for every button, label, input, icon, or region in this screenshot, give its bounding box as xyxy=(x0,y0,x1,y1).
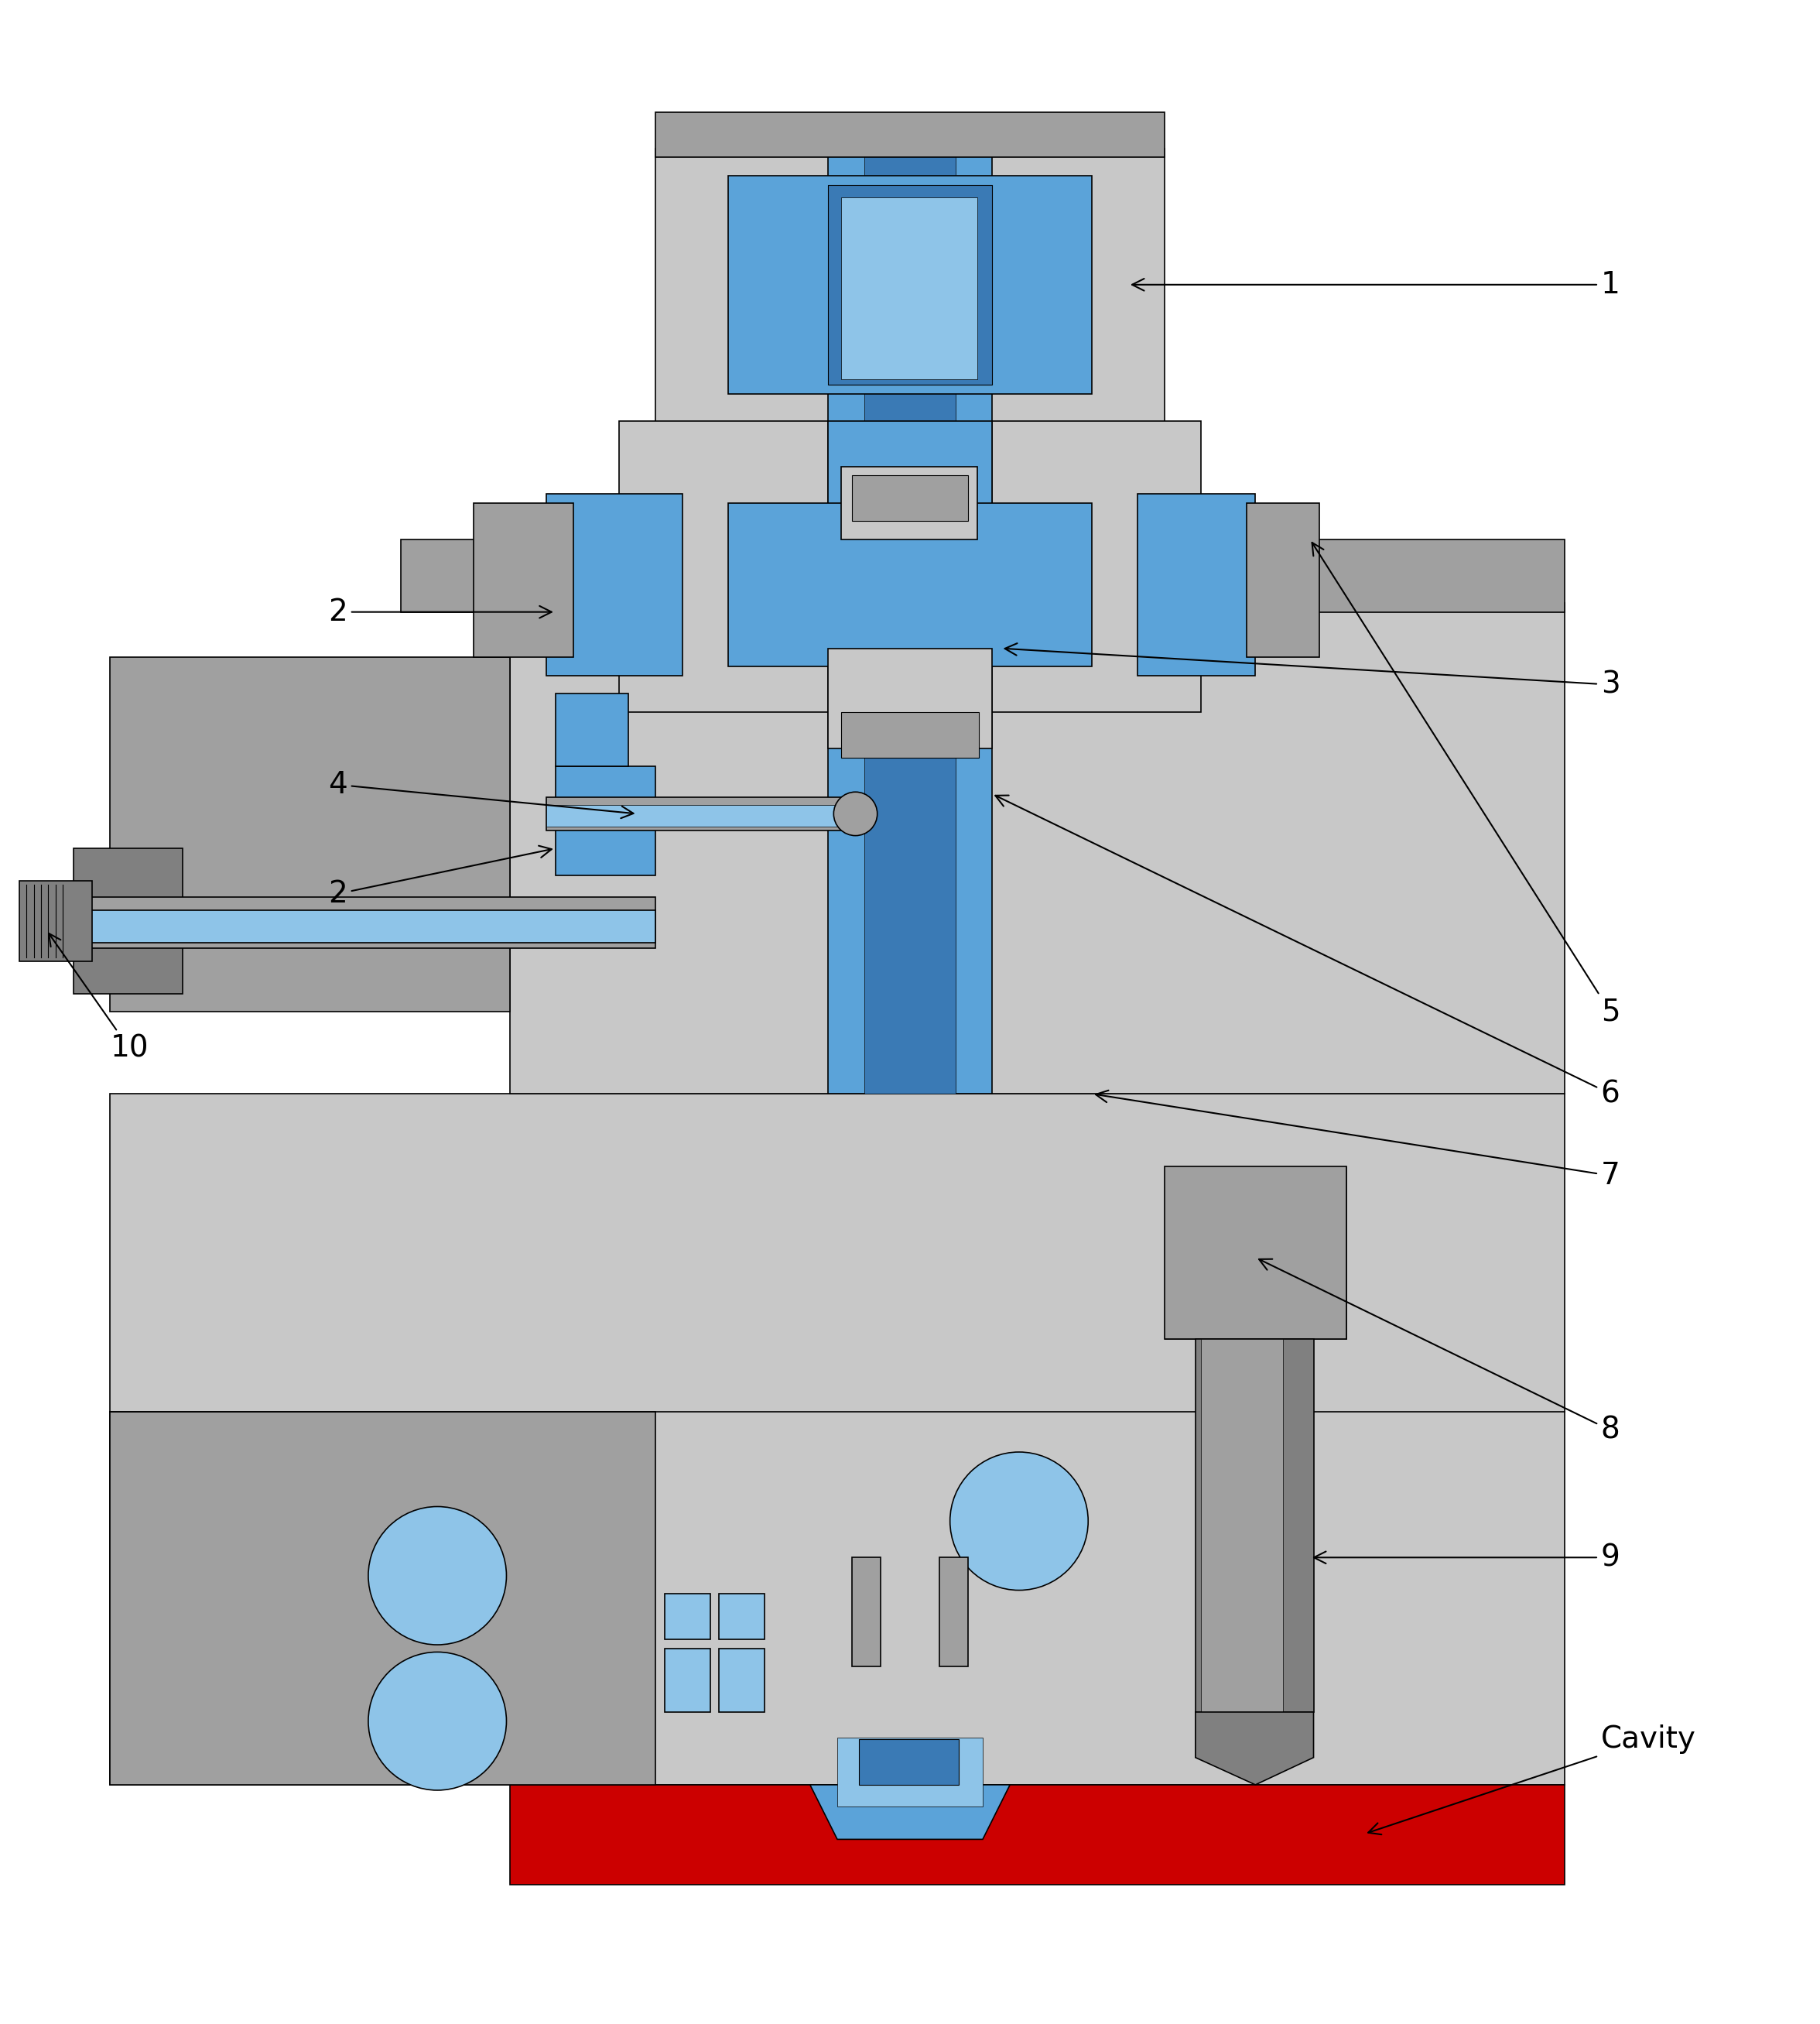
Circle shape xyxy=(834,791,877,836)
Bar xyxy=(852,1558,881,1666)
Bar xyxy=(75,897,655,949)
Bar xyxy=(728,502,1092,666)
Text: 8: 8 xyxy=(1259,1259,1620,1445)
Text: 5: 5 xyxy=(1312,542,1620,1026)
Text: 3: 3 xyxy=(1005,644,1620,700)
Bar xyxy=(400,538,1565,611)
Polygon shape xyxy=(1196,1712,1314,1785)
Bar xyxy=(841,198,977,378)
Bar xyxy=(828,421,992,538)
Text: 1: 1 xyxy=(1132,269,1620,300)
Bar xyxy=(1165,1166,1347,1340)
Bar xyxy=(75,911,655,943)
Text: Cavity: Cavity xyxy=(1369,1724,1696,1834)
Bar xyxy=(619,421,1201,712)
Bar xyxy=(1201,1340,1283,1712)
Bar xyxy=(473,502,573,658)
Text: 6: 6 xyxy=(996,795,1620,1109)
Bar xyxy=(1196,1340,1314,1712)
Bar xyxy=(546,494,682,676)
Bar xyxy=(546,797,855,830)
Text: 7: 7 xyxy=(1096,1091,1620,1190)
Text: 2: 2 xyxy=(328,846,551,909)
Bar xyxy=(1165,1166,1347,1340)
Text: 9: 9 xyxy=(1314,1542,1620,1573)
Bar xyxy=(841,466,977,538)
Bar xyxy=(510,603,1565,1093)
Bar xyxy=(75,848,182,994)
Bar xyxy=(828,648,992,749)
Bar xyxy=(865,148,956,1093)
Polygon shape xyxy=(810,1785,1010,1840)
Bar xyxy=(555,767,655,876)
Bar xyxy=(837,1737,983,1807)
Bar xyxy=(555,694,628,767)
Bar xyxy=(939,1558,968,1666)
Bar xyxy=(664,1593,710,1639)
Bar xyxy=(728,176,1092,395)
Bar xyxy=(719,1648,764,1712)
Bar xyxy=(111,1093,1565,1785)
Bar xyxy=(1247,502,1320,658)
Circle shape xyxy=(950,1451,1088,1591)
Text: 4: 4 xyxy=(328,769,633,818)
Bar xyxy=(111,658,510,1012)
Bar xyxy=(546,806,855,826)
Bar xyxy=(655,148,1165,431)
Bar xyxy=(852,476,968,520)
Circle shape xyxy=(368,1506,506,1646)
Bar xyxy=(111,1413,655,1785)
Text: 2: 2 xyxy=(328,597,551,627)
Bar xyxy=(828,184,992,385)
Bar xyxy=(859,1739,959,1785)
Bar xyxy=(20,880,93,961)
Bar xyxy=(841,712,979,757)
Circle shape xyxy=(368,1652,506,1789)
Bar xyxy=(828,148,992,1093)
Bar xyxy=(719,1593,764,1639)
Bar xyxy=(510,1785,1565,1884)
Bar xyxy=(1138,494,1256,676)
Bar xyxy=(664,1648,710,1712)
Text: 10: 10 xyxy=(49,933,149,1063)
Bar xyxy=(655,111,1165,158)
